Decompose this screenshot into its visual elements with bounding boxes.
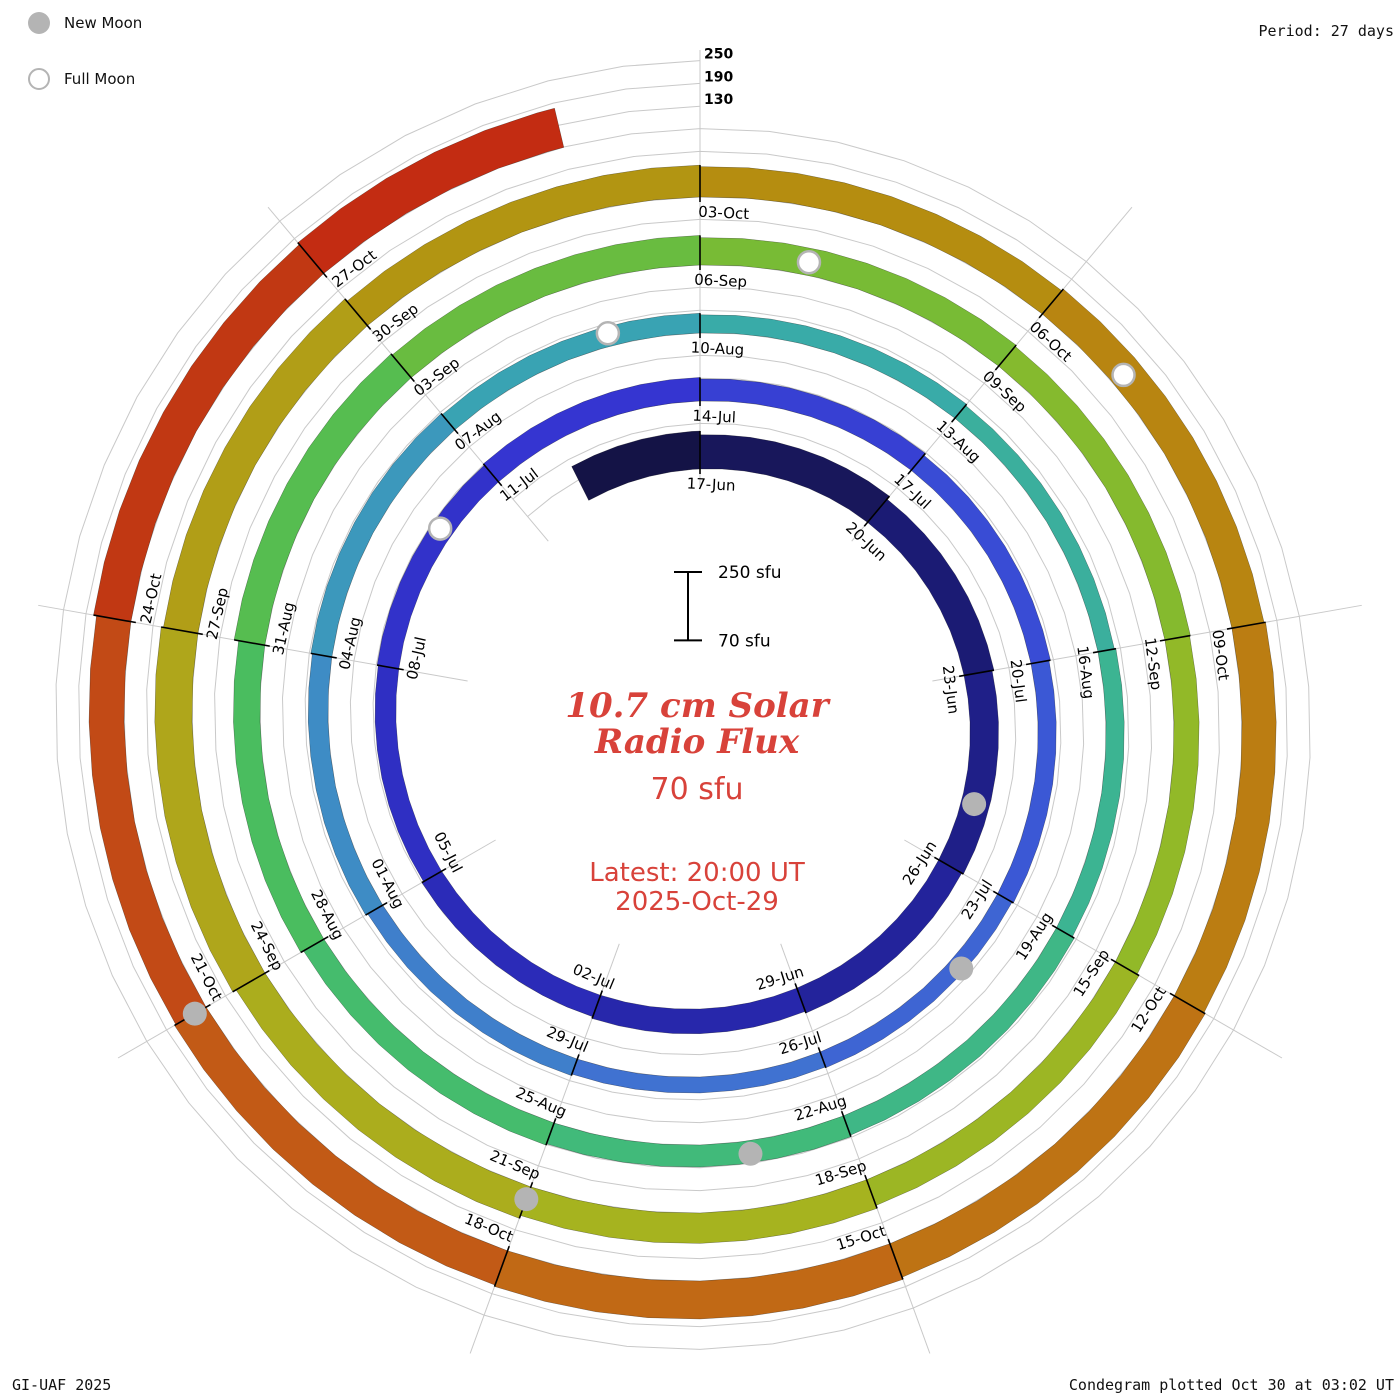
segment-tick-23-Jul [992,890,1014,904]
segment-tick-24-Sep [232,969,270,993]
flux-band-18-Sep [520,1179,878,1244]
full-moon-label: Full Moon [64,70,136,88]
chart-title-line2: Radio Flux [594,722,800,763]
segment-tick-04-Aug [310,652,337,659]
chart-title-line1: 10.7 cm Solar [565,686,829,726]
plotted-timestamp-label: Condegram plotted Oct 30 at 03:02 UT [1068,1376,1394,1394]
segment-tick-26-Jun [934,856,964,875]
chart-center-annotations: 10.7 cm Solar Radio Flux 70 sfu Latest: … [565,688,828,917]
segment-tick-29-Jul [570,1054,580,1076]
segment-tick-26-Jul [817,1047,827,1069]
segment-tick-28-Aug [300,935,329,954]
flux-band-01-Aug [307,653,384,916]
segment-tick-18-Sep [864,1174,878,1209]
segment-tick-24-Oct [93,614,136,624]
segment-tick-13-Aug [951,403,968,423]
new-moon-marker-25-Jun [962,792,987,817]
segment-tick-11-Jul [482,463,503,487]
legend-row-new-moon: New Moon [28,10,142,36]
date-label-10-Aug: 10-Aug [690,338,744,358]
segment-tick-02-Jul [591,990,604,1019]
new-moon-marker-23-Aug [738,1141,763,1166]
radial-axis-label-130: 130 [704,92,733,108]
segment-tick-20-Jun [863,495,891,527]
date-label-12-Sep: 12-Sep [1141,636,1166,691]
date-label-27-Sep: 27-Sep [203,586,232,641]
full-moon-marker-06-Oct [1111,362,1136,388]
segment-tick-22-Aug [840,1110,852,1137]
radial-gridline [932,604,1362,682]
new-moon-marker-21-Oct [182,1001,207,1026]
segment-tick-15-Oct [887,1238,904,1280]
segment-tick-27-Sep [161,626,203,636]
segment-tick-09-Oct [1226,621,1266,630]
segment-tick-15-Sep [1110,958,1140,977]
segment-tick-18-Oct [493,1245,510,1287]
date-label-17-Jun: 17-Jun [686,474,736,494]
moon-legend: New Moon Full Moon [28,10,142,122]
chart-title: 10.7 cm Solar Radio Flux [565,688,828,760]
full-moon-marker-07-Sep [796,249,822,275]
date-label-31-Aug: 31-Aug [269,600,298,656]
segment-tick-09-Sep [994,344,1017,371]
date-label-14-Jul: 14-Jul [692,407,736,427]
period-label: Period: 27 days [1258,22,1394,40]
flux-scale-top-label: 250 sfu [718,563,781,583]
segment-tick-07-Aug [440,412,459,435]
segment-tick-01-Aug [365,901,388,916]
new-moon-label: New Moon [64,14,143,32]
flux-band-15-Oct [494,1243,904,1320]
radial-axis-label-190: 190 [704,69,733,85]
flux-scale-bottom-label: 70 sfu [718,631,771,651]
full-moon-icon [28,68,50,90]
segment-tick-12-Oct [1169,992,1206,1015]
date-label-24-Oct: 24-Oct [137,572,166,626]
segment-tick-03-Sep [390,353,415,383]
latest-time: Latest: 20:00 UT [589,858,805,889]
flux-band-29-Jun [591,987,806,1034]
segment-tick-20-Jul [1025,659,1051,666]
new-moon-marker-24-Jul [949,956,974,981]
credit-label: GI-UAF 2025 [12,1376,112,1394]
radial-gridline [904,839,1283,1059]
segment-tick-06-Oct [1038,288,1064,319]
segment-tick-25-Aug [545,1118,557,1146]
date-label-04-Aug: 04-Aug [335,615,364,671]
segment-tick-27-Oct [297,242,328,278]
flux-band-27-Oct [297,107,565,274]
segment-tick-31-Aug [233,639,270,647]
radial-gridline [851,206,1133,542]
segment-tick-17-Jul [907,452,926,475]
latest-date: 2025-Oct-29 [615,887,779,918]
segment-tick-29-Jun [794,983,807,1014]
flux-band-15-Jun [571,430,701,501]
date-label-06-Sep: 06-Sep [694,271,748,291]
date-label-03-Oct: 03-Oct [698,203,750,223]
date-label-09-Oct: 09-Oct [1208,629,1232,682]
radial-axis-label-250: 250 [704,47,733,63]
segment-tick-19-Aug [1051,924,1075,939]
segment-tick-30-Sep [344,298,372,330]
current-flux-value: 70 sfu [650,772,744,808]
new-moon-marker-21-Sep [514,1187,539,1212]
flux-band-05-Jul [374,665,442,882]
new-moon-icon [28,12,50,34]
legend-row-full-moon: Full Moon [28,66,142,92]
flux-gridline-190 [78,82,1288,1328]
latest-reading: Latest: 20:00 UT 2025-Oct-29 [565,859,828,917]
flux-band-22-Aug [546,1115,852,1168]
segment-tick-23-Jun [958,669,995,678]
date-label-23-Jun: 23-Jun [939,664,963,715]
full-moon-marker-09-Aug [595,321,621,346]
segment-tick-12-Sep [1159,634,1191,642]
date-label-08-Jul: 08-Jul [403,635,430,681]
date-label-20-Jul: 20-Jul [1007,658,1030,703]
segment-tick-05-Jul [421,867,447,884]
full-moon-marker-10-Jul [427,516,453,541]
segment-tick-08-Jul [376,664,404,671]
segment-tick-16-Aug [1092,647,1117,654]
